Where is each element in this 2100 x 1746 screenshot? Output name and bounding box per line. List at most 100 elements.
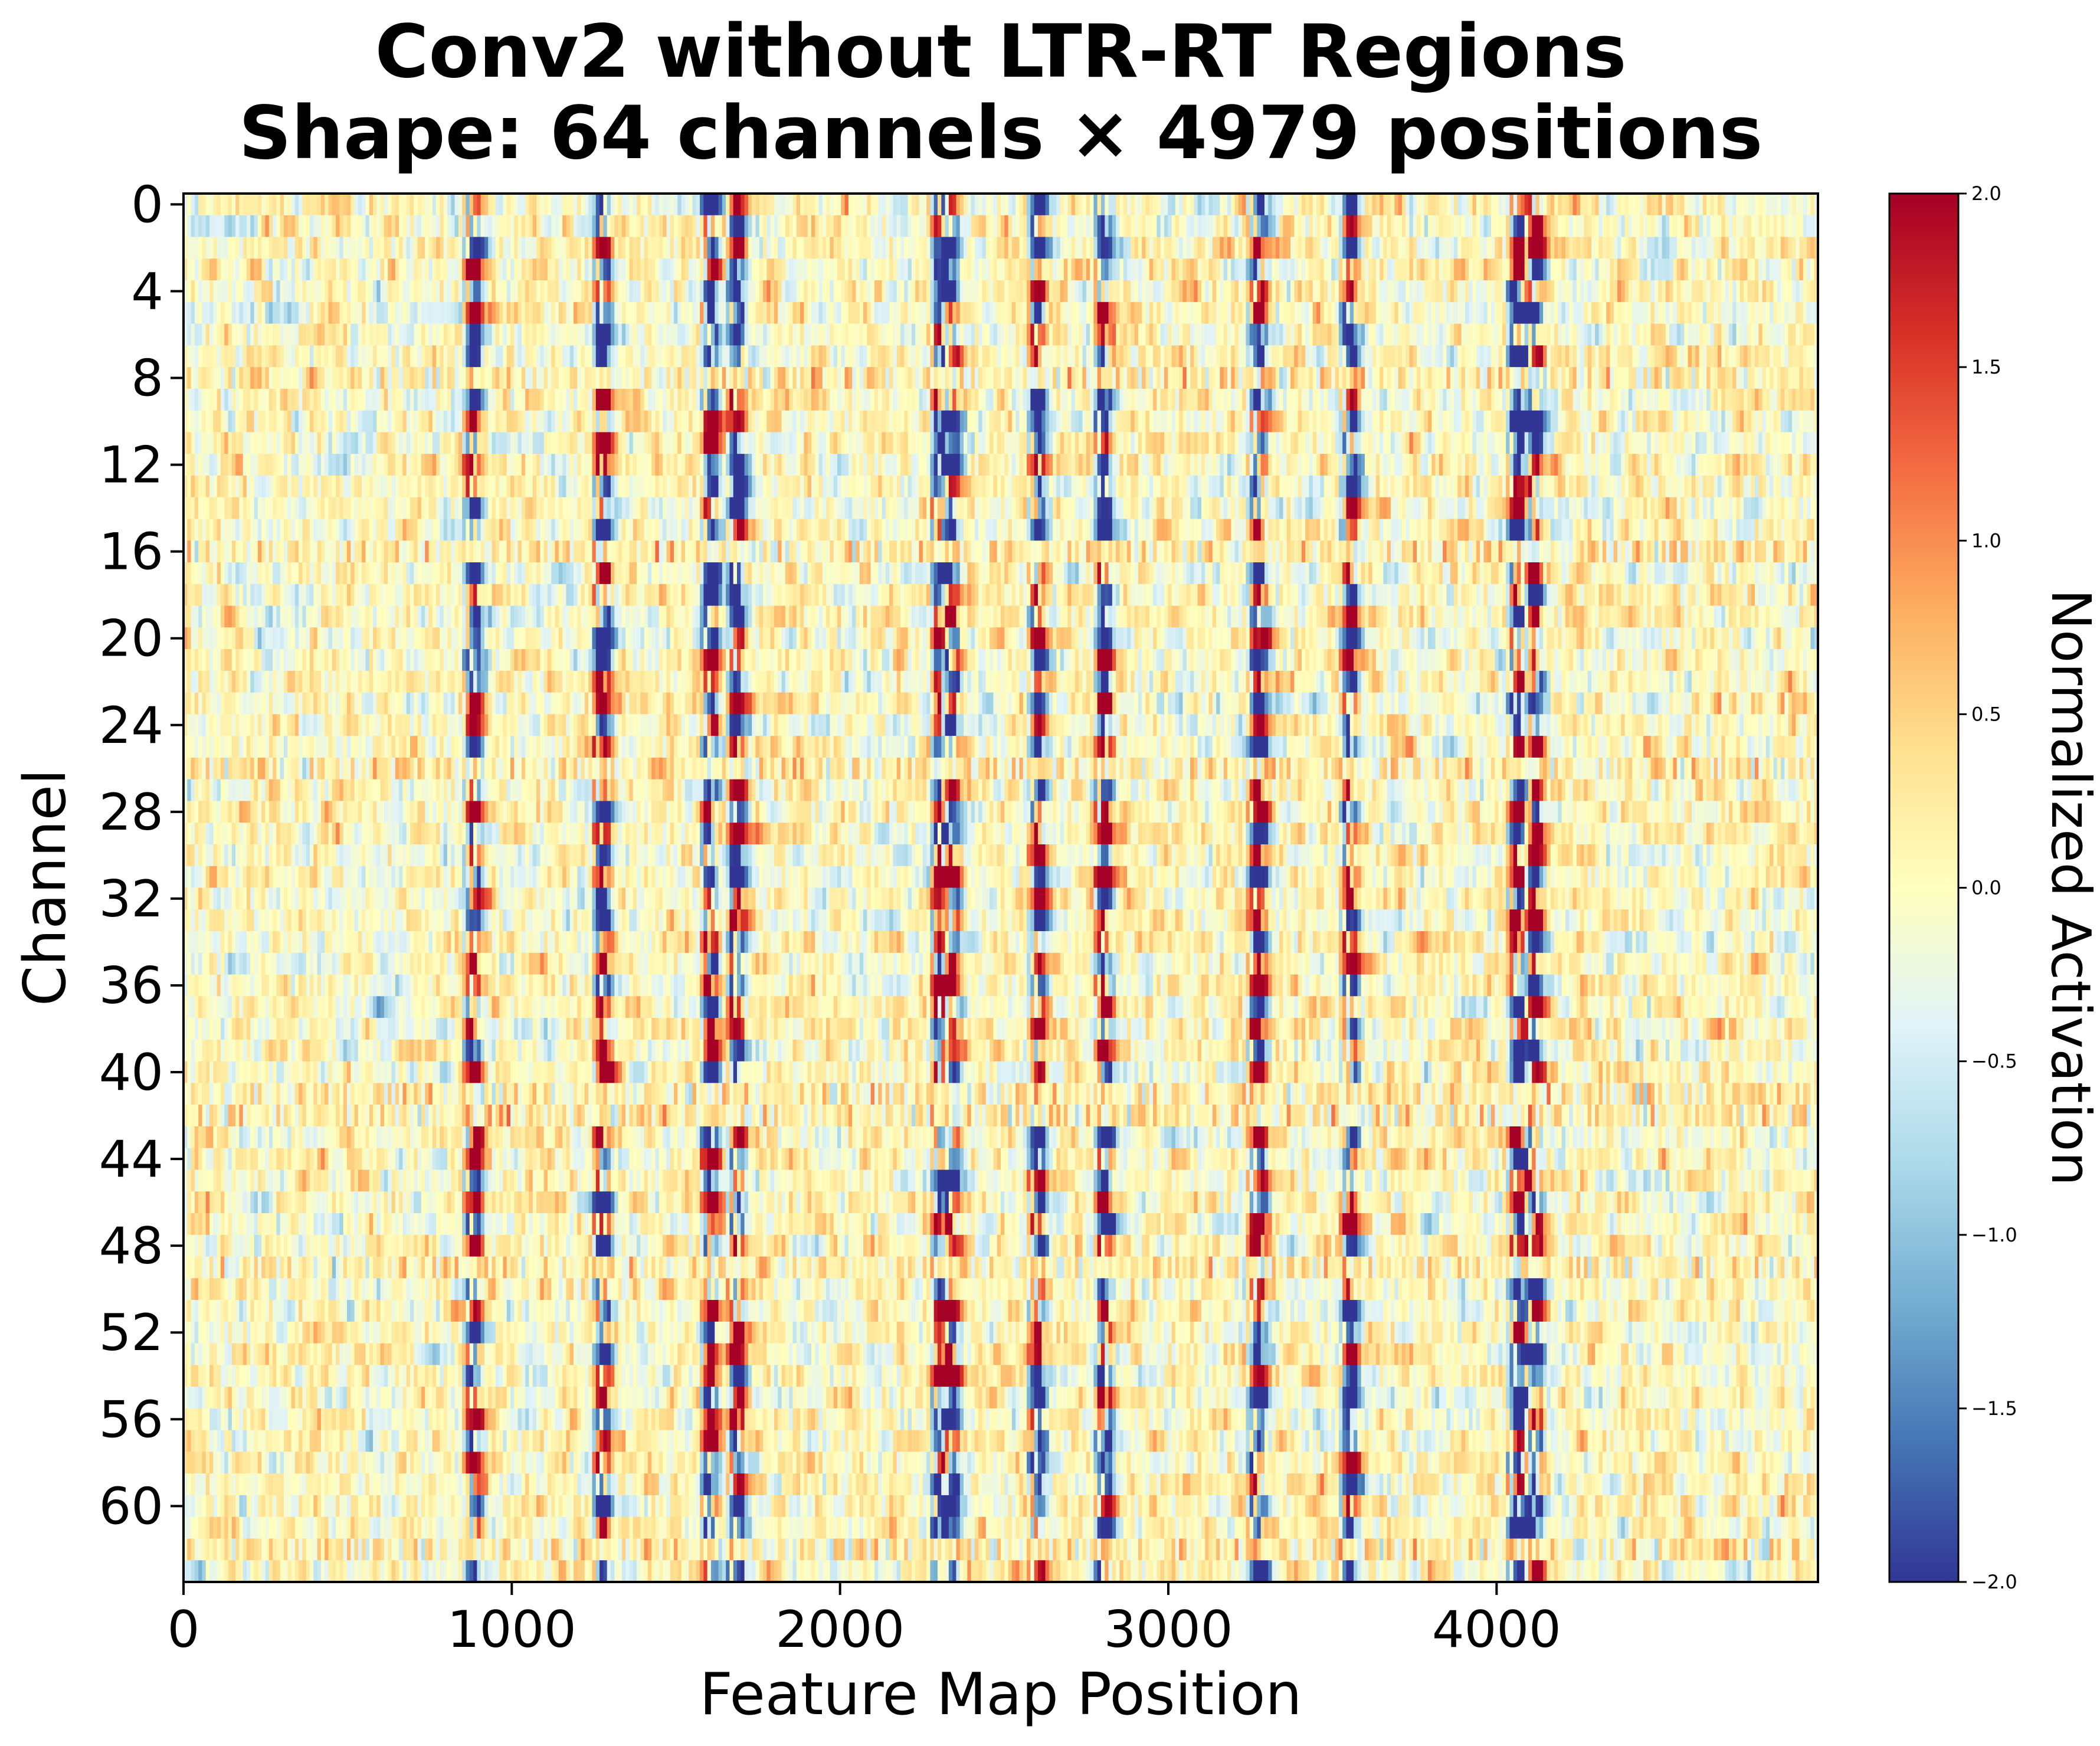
heatmap-cell bbox=[1227, 237, 1231, 259]
heatmap-cell bbox=[451, 389, 455, 411]
heatmap-cell bbox=[692, 345, 696, 367]
heatmap-cell bbox=[1580, 389, 1584, 411]
heatmap-cell bbox=[1354, 389, 1358, 411]
heatmap-cell bbox=[797, 280, 801, 302]
heatmap-cell bbox=[596, 389, 600, 411]
heatmap-cell bbox=[1740, 194, 1744, 215]
heatmap-cell bbox=[1502, 367, 1506, 389]
heatmap-cell bbox=[376, 411, 381, 433]
heatmap-cell bbox=[1632, 367, 1636, 389]
heatmap-cell bbox=[1502, 324, 1506, 346]
heatmap-cell bbox=[551, 411, 555, 433]
heatmap-cell bbox=[863, 411, 867, 433]
heatmap-cell bbox=[261, 258, 266, 280]
heatmap-cell bbox=[381, 411, 385, 433]
heatmap-cell bbox=[938, 389, 942, 411]
heatmap-cell bbox=[1536, 280, 1540, 302]
heatmap-cell bbox=[540, 345, 544, 367]
heatmap-cell bbox=[1450, 302, 1454, 324]
heatmap-cell bbox=[1116, 367, 1120, 389]
heatmap-cell bbox=[1030, 237, 1034, 259]
heatmap-cell bbox=[804, 237, 808, 259]
heatmap-cell bbox=[321, 302, 325, 324]
heatmap-cell bbox=[823, 389, 827, 411]
heatmap-cell bbox=[1525, 389, 1529, 411]
heatmap-cell bbox=[1629, 302, 1633, 324]
heatmap-cell bbox=[1737, 194, 1741, 215]
heatmap-cell bbox=[607, 302, 611, 324]
heatmap-cell bbox=[782, 280, 786, 302]
heatmap-cell bbox=[651, 194, 656, 215]
heatmap-cell bbox=[425, 258, 429, 280]
heatmap-cell bbox=[1692, 258, 1696, 280]
heatmap-cell bbox=[484, 258, 489, 280]
heatmap-cell bbox=[949, 367, 953, 389]
heatmap-cell bbox=[1695, 324, 1699, 346]
heatmap-cell bbox=[637, 237, 641, 259]
heatmap-cell bbox=[1235, 411, 1239, 433]
heatmap-cell bbox=[1119, 411, 1123, 433]
heatmap-cell bbox=[1201, 194, 1205, 215]
heatmap-cell bbox=[329, 194, 333, 215]
heatmap-cell bbox=[618, 237, 623, 259]
heatmap-cell bbox=[1105, 237, 1109, 259]
heatmap-cell bbox=[1376, 345, 1380, 367]
heatmap-cell bbox=[1469, 345, 1473, 367]
heatmap-cell bbox=[1380, 258, 1384, 280]
heatmap-cell bbox=[1439, 194, 1443, 215]
heatmap-cell bbox=[224, 345, 228, 367]
heatmap-cell bbox=[1536, 345, 1540, 367]
heatmap-cell bbox=[1075, 215, 1079, 237]
heatmap-cell bbox=[964, 237, 968, 259]
heatmap-cell bbox=[1509, 367, 1513, 389]
heatmap-cell bbox=[1198, 302, 1202, 324]
heatmap-cell bbox=[785, 237, 789, 259]
heatmap-cell bbox=[1517, 345, 1521, 367]
heatmap-cell bbox=[1480, 367, 1484, 389]
heatmap-cell bbox=[1075, 237, 1079, 259]
heatmap-cell bbox=[462, 367, 466, 389]
heatmap-cell bbox=[830, 411, 834, 433]
heatmap-cell bbox=[1046, 345, 1050, 367]
heatmap-cell bbox=[926, 258, 931, 280]
heatmap-cell bbox=[436, 411, 440, 433]
heatmap-cell bbox=[1673, 258, 1677, 280]
heatmap-cell bbox=[1086, 324, 1090, 346]
heatmap-cell bbox=[971, 345, 975, 367]
heatmap-cell bbox=[625, 237, 630, 259]
heatmap-cell bbox=[1257, 302, 1261, 324]
heatmap-cell bbox=[1762, 389, 1767, 411]
heatmap-cell bbox=[1276, 215, 1280, 237]
heatmap-cell bbox=[1294, 324, 1298, 346]
heatmap-cell bbox=[433, 215, 437, 237]
heatmap-cell bbox=[912, 280, 916, 302]
heatmap-cell bbox=[1621, 280, 1625, 302]
heatmap-cell bbox=[1402, 324, 1406, 346]
heatmap-cell bbox=[1677, 367, 1681, 389]
heatmap-cell bbox=[1443, 258, 1447, 280]
heatmap-cell bbox=[1182, 302, 1187, 324]
heatmap-cell bbox=[852, 280, 856, 302]
heatmap-cell bbox=[1335, 280, 1339, 302]
heatmap-cell bbox=[689, 411, 693, 433]
heatmap-cell bbox=[1190, 194, 1194, 215]
heatmap-cell bbox=[674, 280, 678, 302]
heatmap-cell bbox=[1205, 324, 1209, 346]
heatmap-cell bbox=[1067, 411, 1072, 433]
heatmap-cell bbox=[1261, 367, 1265, 389]
heatmap-cell bbox=[1495, 280, 1499, 302]
heatmap-cell bbox=[466, 237, 470, 259]
heatmap-cell bbox=[930, 411, 934, 433]
heatmap-cell bbox=[614, 237, 618, 259]
heatmap-cell bbox=[343, 258, 348, 280]
heatmap-cell bbox=[1431, 215, 1436, 237]
heatmap-cell bbox=[1205, 302, 1209, 324]
heatmap-cell bbox=[1800, 302, 1804, 324]
heatmap-cell bbox=[295, 389, 299, 411]
heatmap-cell bbox=[1216, 345, 1220, 367]
heatmap-cell bbox=[1164, 302, 1168, 324]
heatmap-cell bbox=[1525, 302, 1529, 324]
heatmap-cell bbox=[1380, 367, 1384, 389]
heatmap-cell bbox=[455, 280, 459, 302]
heatmap-cell bbox=[834, 258, 838, 280]
